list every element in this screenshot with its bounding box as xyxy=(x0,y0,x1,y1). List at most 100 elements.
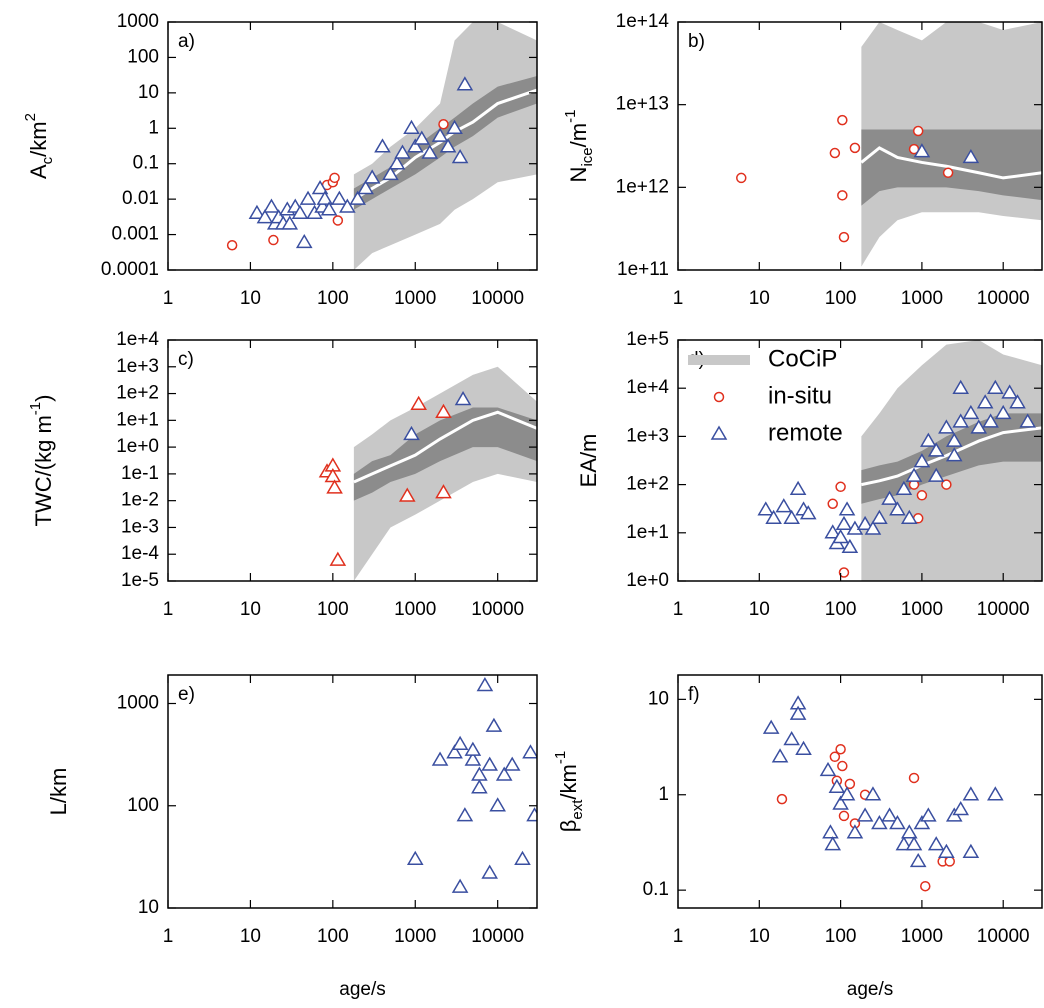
y-tick-label: 1e-3 xyxy=(121,516,159,537)
y-axis-label: Ac/km2 xyxy=(22,113,56,179)
y-axis-label-part: -1 xyxy=(27,402,44,415)
x-tick-label: 1000 xyxy=(901,926,943,947)
y-tick-label: 100 xyxy=(127,46,159,67)
marker-triangle xyxy=(838,786,856,801)
y-tick-label: 1e+2 xyxy=(116,383,159,404)
x-tick-label: 10 xyxy=(240,599,261,620)
marker-triangle xyxy=(320,201,338,216)
marker-triangle xyxy=(456,76,474,91)
marker-triangle xyxy=(394,144,411,159)
marker-triangle xyxy=(388,155,406,170)
x-tick-label: 10 xyxy=(749,288,770,309)
marker-triangle xyxy=(905,836,923,851)
marker-circle xyxy=(835,743,846,755)
y-tick-label: 0.0001 xyxy=(101,259,159,280)
plot-frame xyxy=(677,674,1043,909)
marker-circle xyxy=(829,751,841,763)
marker-circle xyxy=(912,125,924,137)
marker-triangle xyxy=(952,413,970,428)
marker-triangle xyxy=(913,814,931,830)
panel xyxy=(757,340,1042,581)
y-axis-label: EA/m xyxy=(576,434,601,488)
y-tick-label: 10 xyxy=(648,688,669,709)
x-tick-label: 1 xyxy=(163,926,174,947)
marker-circle xyxy=(332,215,344,226)
marker-triangle xyxy=(871,509,888,525)
y-axis-label: Nice/m-1 xyxy=(562,110,596,183)
marker-triangle xyxy=(970,419,988,434)
marker-circle xyxy=(736,172,747,184)
marker-triangle xyxy=(952,379,970,394)
marker-triangle xyxy=(464,741,482,756)
marker-triangle xyxy=(945,432,963,447)
y-tick-label: 100 xyxy=(127,795,159,816)
y-tick-label: 0.1 xyxy=(643,879,669,900)
marker-triangle xyxy=(927,442,945,457)
y-axis-label-part: A xyxy=(26,164,51,179)
marker-triangle xyxy=(326,479,343,494)
marker-circle xyxy=(838,810,850,822)
marker-triangle xyxy=(263,198,280,213)
x-axis-label: age/s xyxy=(847,979,893,1000)
y-tick-label: 1e+14 xyxy=(616,11,670,32)
x-tick-label: 1 xyxy=(673,599,684,620)
y-axis-label: βext/km-1 xyxy=(552,751,586,832)
marker-triangle xyxy=(864,786,882,801)
marker-triangle xyxy=(962,786,980,801)
marker-triangle xyxy=(248,204,266,219)
band-median xyxy=(353,410,537,484)
marker-triangle xyxy=(938,419,955,434)
x-tick-label: 100 xyxy=(825,926,857,947)
marker-triangle xyxy=(841,538,859,554)
x-tick-label: 1000 xyxy=(394,926,436,947)
y-axis-label-part: EA/m xyxy=(576,434,601,488)
marker-triangle xyxy=(889,814,906,830)
y-tick-label: 10 xyxy=(138,897,159,918)
x-tick-label: 10000 xyxy=(471,599,524,620)
marker-triangle xyxy=(819,761,837,777)
marker-triangle xyxy=(324,467,342,483)
marker-triangle xyxy=(838,501,856,516)
marker-triangle xyxy=(349,190,366,205)
y-tick-label: 1000 xyxy=(117,11,159,32)
marker-triangle xyxy=(495,766,513,781)
panel-label: a) xyxy=(178,31,195,52)
marker-circle xyxy=(838,567,850,578)
marker-triangle xyxy=(895,480,913,496)
y-axis-label-part: 2 xyxy=(22,113,39,121)
marker-triangle xyxy=(451,878,469,893)
marker-triangle xyxy=(451,735,469,750)
marker-circle xyxy=(776,793,788,805)
marker-circle xyxy=(838,231,850,243)
y-tick-label: 1e+11 xyxy=(617,259,669,280)
marker-triangle xyxy=(824,524,842,539)
y-tick-label: 1 xyxy=(658,784,669,805)
x-tick-label: 100 xyxy=(317,926,349,947)
marker-circle xyxy=(942,167,954,179)
y-tick-label: 1e+12 xyxy=(616,176,669,197)
marker-triangle xyxy=(901,509,918,525)
marker-circle xyxy=(941,479,952,490)
marker-triangle xyxy=(846,824,864,839)
marker-triangle xyxy=(382,165,399,181)
y-axis-label-part: N xyxy=(566,167,591,183)
marker-triangle xyxy=(413,130,431,145)
marker-triangle xyxy=(881,807,898,822)
marker-triangle xyxy=(481,864,498,879)
marker-circle xyxy=(916,490,928,501)
marker-triangle xyxy=(987,786,1004,801)
plot-frame xyxy=(167,339,538,582)
marker-triangle xyxy=(403,119,420,135)
y-tick-label: 1e+4 xyxy=(626,377,669,398)
plot-frame xyxy=(677,339,1043,582)
y-tick-label: 1e+1 xyxy=(116,409,159,430)
x-tick-label: 1 xyxy=(163,288,174,309)
band-median xyxy=(353,88,537,201)
y-axis-label-part: L/km xyxy=(46,768,71,816)
marker-triangle xyxy=(920,807,937,822)
x-tick-label: 10000 xyxy=(977,599,1030,620)
marker-triangle xyxy=(828,778,846,793)
marker-triangle xyxy=(431,751,449,766)
